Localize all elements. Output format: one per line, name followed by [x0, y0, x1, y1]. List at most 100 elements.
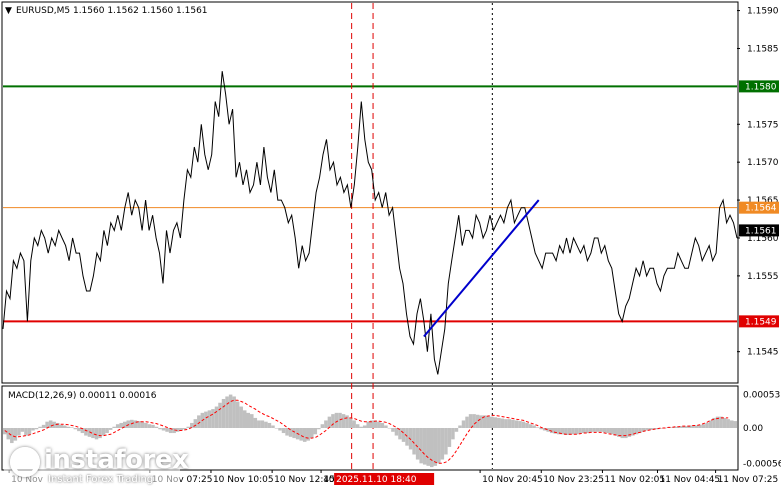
macd-bar: [239, 406, 243, 428]
macd-bar: [567, 428, 572, 435]
macd-bar: [27, 428, 32, 435]
macd-bar: [549, 428, 554, 434]
time-highlight-box: [334, 473, 435, 485]
macd-bar: [652, 428, 656, 430]
symbol-collapse-arrow[interactable]: ▼: [5, 6, 12, 16]
instaforex-logo-icon: [10, 447, 40, 477]
macd-bar: [87, 428, 92, 437]
macd-bar: [645, 428, 649, 431]
macd-bar: [228, 394, 233, 428]
macd-bar: [712, 417, 716, 428]
macd-bar: [115, 424, 120, 428]
macd-bar: [546, 428, 550, 432]
macd-bar: [613, 428, 618, 436]
macd-bar: [493, 417, 498, 428]
macd-bar: [504, 419, 508, 428]
macd-bar: [532, 425, 536, 428]
macd-bar: [373, 420, 378, 428]
macd-bar: [313, 428, 318, 435]
price-tick-label: 1.1565: [747, 196, 779, 206]
macd-bar: [306, 428, 311, 441]
macd-bar: [119, 422, 123, 428]
macd-bar: [271, 425, 275, 428]
macd-bar: [327, 416, 332, 428]
macd-bar: [726, 419, 730, 428]
macd-bar: [59, 424, 63, 428]
trend-line[interactable]: [423, 199, 540, 338]
macd-bar: [48, 420, 53, 428]
macd-bar: [384, 425, 388, 428]
level-label-box: [739, 201, 779, 214]
macd-bar: [232, 396, 236, 428]
macd-bar: [77, 428, 81, 432]
macd-bar: [260, 420, 265, 428]
macd-bar: [482, 415, 487, 428]
macd-bar: [620, 428, 625, 439]
macd-bar: [73, 428, 78, 430]
macd-bar: [324, 420, 328, 428]
macd-bar: [190, 422, 194, 428]
level-label-box: [739, 315, 779, 328]
macd-bar: [387, 428, 392, 429]
macd-bar: [13, 428, 18, 441]
macd-bar: [214, 406, 219, 428]
macd-bar: [419, 428, 423, 464]
macd-bar: [454, 428, 459, 432]
macd-bar: [264, 421, 268, 428]
macd-bar: [221, 398, 226, 428]
macd-bar: [20, 428, 25, 432]
macd-bar: [168, 428, 173, 434]
macd-bar: [422, 428, 427, 465]
macd-bar: [447, 428, 452, 447]
macd-bar: [602, 428, 607, 433]
macd-bar: [398, 428, 402, 440]
macd-bar: [140, 421, 145, 428]
macd-bar: [345, 415, 349, 428]
macd-bar: [320, 424, 325, 428]
macd-bar: [599, 428, 603, 432]
macd-bar: [94, 428, 99, 440]
macd-bar: [31, 428, 35, 431]
macd-bar: [179, 428, 183, 431]
macd-bar: [17, 428, 21, 436]
macd-bar: [253, 417, 258, 428]
macd-bar: [461, 420, 466, 428]
macd-bar: [41, 424, 46, 428]
macd-bar: [80, 428, 85, 434]
macd-bar: [525, 422, 529, 428]
macd-bar: [257, 420, 261, 428]
time-tick-label: 10 Nov 10:05: [213, 475, 274, 485]
macd-bar: [317, 428, 321, 430]
macd-bar: [479, 415, 483, 428]
macd-bar: [182, 428, 187, 430]
macd-bar: [648, 428, 653, 430]
macd-bar: [352, 420, 356, 428]
macd-bar: [465, 416, 469, 428]
macd-bar: [715, 416, 720, 428]
macd-bar: [451, 428, 455, 440]
macd-bar: [161, 428, 166, 431]
price-axis: 1.15901.15851.15751.15701.15651.15601.15…: [737, 7, 781, 469]
macd-bar: [729, 420, 734, 428]
macd-bar: [708, 420, 713, 428]
macd-bar: [539, 428, 543, 430]
price-tick-label: 1.1585: [747, 44, 779, 54]
macd-bar: [560, 428, 565, 435]
price-series-layer: [2, 71, 738, 375]
macd-bar: [38, 426, 42, 428]
macd-bar: [518, 421, 522, 428]
macd-bar: [557, 428, 561, 435]
level-label: 1.1549: [745, 317, 777, 327]
macd-bar: [242, 410, 247, 428]
macd-bar: [137, 421, 141, 428]
time-highlight-label: 2025.11.10 18:40: [336, 475, 417, 485]
macd-bar: [497, 417, 501, 428]
macd-tick-label: 0.00053: [743, 391, 780, 401]
macd-bar: [355, 424, 360, 428]
level-label-box: [739, 80, 779, 93]
macd-header: MACD(12,26,9) 0.00011 0.00016: [8, 391, 157, 401]
macd-bar: [288, 428, 293, 437]
symbol-header: EURUSD,M5 1.1560 1.1562 1.1560 1.1561: [16, 6, 208, 16]
macd-bar: [299, 428, 303, 441]
macd-bar: [722, 417, 727, 428]
